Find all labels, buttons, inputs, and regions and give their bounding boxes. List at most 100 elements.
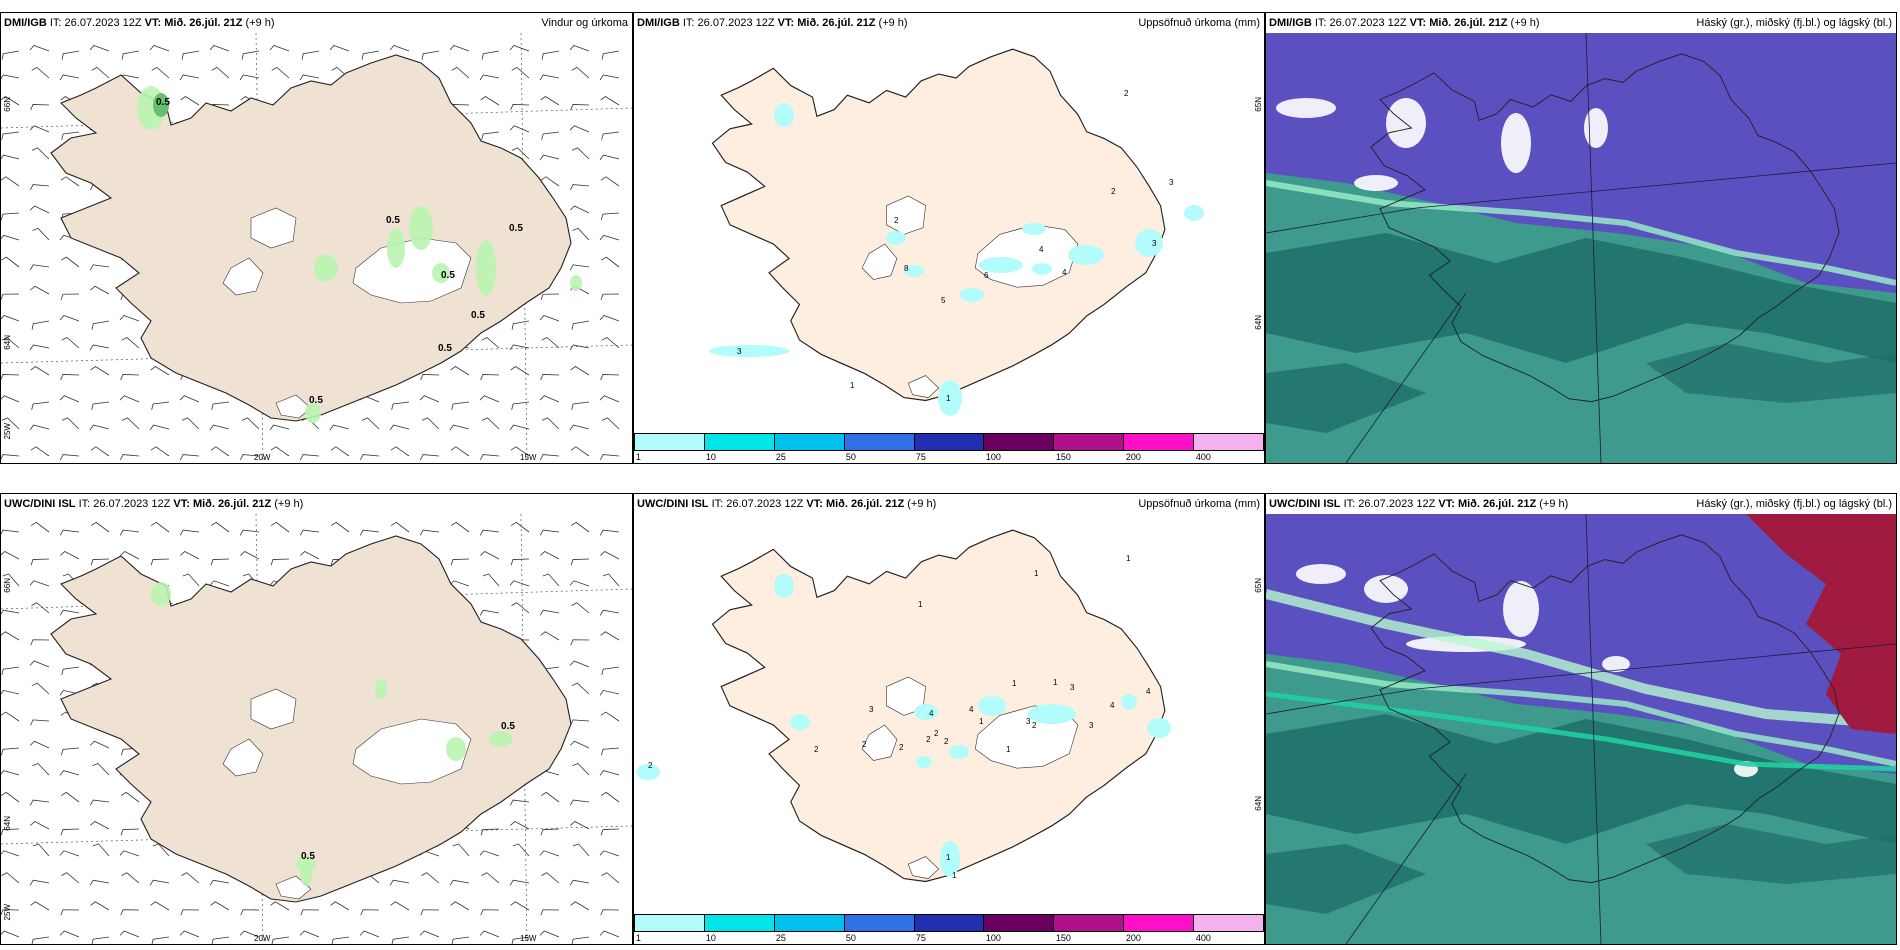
wind-barb — [509, 424, 530, 431]
wind-barb — [299, 74, 320, 81]
colorbar-tick-label: 1 — [635, 452, 641, 462]
wind-barb — [571, 401, 590, 410]
wind-barb — [509, 125, 530, 133]
wind-barb — [211, 67, 230, 79]
wind-barb — [89, 740, 110, 749]
colorbar-tick-label: 75 — [915, 933, 926, 943]
wind-barb — [150, 901, 170, 911]
lead-time: (+9 h) — [907, 498, 937, 510]
it-value: 26.07.2023 12Z — [1329, 17, 1407, 29]
wind-barb — [241, 417, 260, 430]
wind-barb — [1, 551, 20, 560]
wind-barb — [29, 660, 50, 668]
wind-barb — [509, 45, 530, 52]
wind-barb — [539, 154, 560, 161]
iceland-outline — [1370, 53, 1840, 403]
iceland-coastline — [1370, 53, 1840, 403]
wind-barb — [30, 104, 50, 111]
colorbar-swatch — [774, 915, 845, 931]
wind-barb — [31, 147, 50, 160]
cloud-panel-uwc: UWC/DINI ISL IT: 26.07.2023 12Z VT: Mið.… — [1265, 493, 1897, 945]
wind-barb — [421, 417, 440, 430]
wind-barb — [540, 454, 560, 461]
wind-barb — [1, 828, 20, 836]
wind-barb — [451, 401, 470, 410]
precip-area — [151, 582, 171, 606]
wind-barb — [121, 872, 140, 884]
precip-value-label: 3 — [737, 347, 742, 356]
precip-value-label: 2 — [894, 216, 899, 225]
wind-barb — [479, 609, 500, 616]
wind-barb — [511, 401, 530, 410]
lead-time: (+9 h) — [1510, 17, 1540, 29]
colorbar-tick-label: 10 — [705, 933, 716, 943]
wind-barb — [90, 521, 110, 533]
wind-barb — [239, 529, 260, 536]
wind-barb — [30, 558, 50, 566]
wind-barb — [61, 256, 80, 268]
mid-cloud-field — [1266, 844, 1426, 914]
wind-barb — [600, 374, 620, 381]
precip-area — [886, 231, 906, 245]
it-label: IT: — [1343, 498, 1356, 510]
colorbar-tick-label: 400 — [1195, 452, 1211, 462]
wind-barb — [510, 446, 530, 457]
wind-barb — [270, 446, 290, 457]
lon-label-20w: 20W — [254, 453, 271, 462]
graticule-line — [1266, 688, 1417, 715]
colorbar — [634, 433, 1264, 451]
iceland-outline — [1370, 534, 1840, 884]
wind-barb — [540, 176, 560, 187]
wind-barb — [540, 909, 560, 916]
precip-value-label: 1 — [979, 717, 984, 726]
wind-barb — [179, 395, 200, 403]
wind-barb — [61, 337, 80, 349]
colorbar-swatch — [704, 434, 775, 450]
wind-barb — [300, 909, 320, 916]
colorbar-tick-label: 150 — [1055, 452, 1071, 462]
wind-barb — [2, 573, 20, 587]
model-name: DMI/IGB — [4, 17, 47, 29]
wind-barb — [1, 930, 20, 938]
precip-value-label: 3 — [1070, 683, 1075, 692]
vt-label: VT: — [173, 498, 190, 510]
precip-value-label: 6 — [984, 271, 989, 280]
wind-barb — [90, 821, 110, 830]
wind-barb — [450, 446, 470, 457]
wind-barb — [330, 901, 350, 911]
cloud-map — [1266, 33, 1896, 463]
wind-barb — [509, 879, 530, 886]
wind-barb — [480, 551, 500, 560]
precip-value-label: 1 — [946, 853, 951, 862]
wind-barb — [90, 558, 110, 566]
precip-area — [1184, 205, 1204, 221]
graticule-line — [1345, 292, 1467, 463]
wind-barb — [359, 529, 380, 536]
model-name: DMI/IGB — [1269, 17, 1312, 29]
precip-area — [489, 731, 513, 747]
wind-barb — [330, 521, 350, 533]
lon-label-15w: 15W — [520, 453, 537, 462]
wind-barb — [511, 936, 530, 944]
wind-barb — [569, 424, 590, 431]
precip-area — [305, 403, 321, 423]
wind-barb — [299, 930, 320, 938]
glacier — [352, 237, 472, 304]
wind-barb — [151, 67, 170, 79]
precip-value-label: 3 — [1152, 239, 1157, 248]
mid-cloud-field — [1266, 233, 1896, 363]
wind-barb — [420, 909, 440, 916]
wind-barb — [450, 366, 470, 376]
wind-barb — [1, 609, 20, 615]
precip-area — [476, 240, 496, 296]
wind-barb — [600, 747, 620, 756]
wind-barb — [300, 454, 320, 461]
wind-barb — [570, 521, 590, 533]
wind-barb — [391, 936, 410, 944]
graticule-line — [1585, 514, 1602, 944]
wind-barb — [569, 344, 590, 351]
wind-barb — [479, 930, 500, 938]
wind-barb — [539, 315, 560, 322]
wind-barb — [571, 67, 590, 79]
